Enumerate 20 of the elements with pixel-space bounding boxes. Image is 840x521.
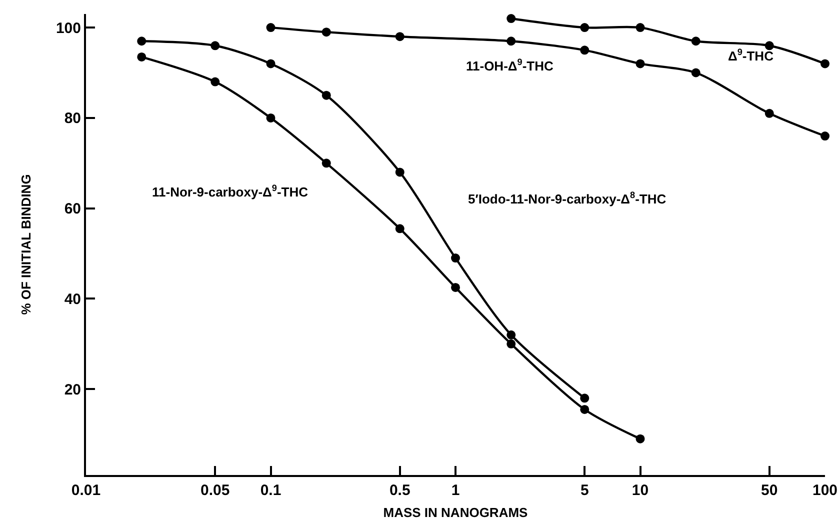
series-label: Δ$^{9}$-THC bbox=[728, 47, 774, 64]
x-tick-label: 0.5 bbox=[389, 482, 410, 499]
y-tick-label: 60 bbox=[64, 200, 81, 218]
series-label: 11-OH-Δ$^{9}$-THC bbox=[466, 57, 554, 74]
x-tick-label: 10 bbox=[632, 482, 649, 499]
x-tick-label: 0.1 bbox=[260, 482, 282, 499]
x-tick-label: 0.05 bbox=[200, 482, 230, 499]
text: 5′Iodo-11-Nor-9-carboxy-Δ$^{8}$-THC bbox=[468, 190, 667, 206]
y-tick-label: 100 bbox=[56, 20, 81, 37]
x-tick-label: 5 bbox=[580, 482, 589, 499]
y-tick-label: 40 bbox=[64, 290, 81, 308]
x-tick-label: 50 bbox=[761, 482, 778, 499]
x-tick-label: 0.01 bbox=[71, 482, 101, 499]
y-axis-title: % OF INITIAL BINDING bbox=[18, 174, 34, 315]
y-tick-label: 80 bbox=[64, 110, 81, 128]
x-axis-title: MASS IN NANOGRAMS bbox=[383, 505, 528, 520]
series-label: 11-Nor-9-carboxy-Δ$^{9}$-THC bbox=[152, 183, 309, 200]
y-tick-label: 20 bbox=[64, 381, 81, 398]
x-tick-label: 1 bbox=[451, 482, 460, 499]
x-tick-label: 100 bbox=[812, 482, 838, 499]
